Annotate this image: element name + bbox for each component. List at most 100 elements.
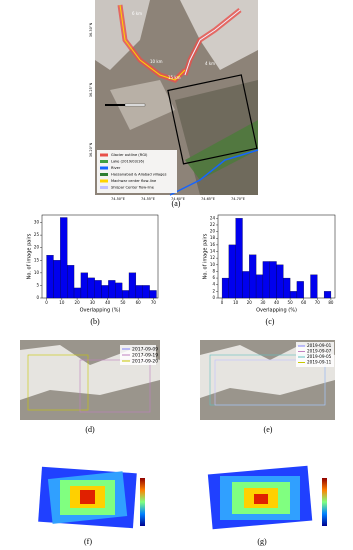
lon-label: 74.60°E bbox=[171, 197, 185, 201]
y-tick-label: 10 bbox=[34, 270, 40, 275]
bar bbox=[115, 282, 123, 299]
x-axis-label: Overlapping (%) bbox=[256, 308, 297, 314]
y-tick-label: 14 bbox=[210, 249, 216, 254]
x-tick-label: 50 bbox=[120, 300, 126, 305]
bar bbox=[149, 290, 157, 299]
bar bbox=[128, 272, 137, 299]
bar bbox=[67, 265, 75, 299]
heatmap-f bbox=[38, 466, 145, 529]
x-tick-label: 0 bbox=[45, 300, 48, 305]
panel-label: (b) bbox=[90, 317, 100, 326]
panel-label: (f) bbox=[84, 537, 92, 546]
legend-swatch bbox=[100, 153, 108, 157]
bar bbox=[142, 285, 150, 299]
legend-label: Hassanabad & Aliabad villages bbox=[111, 173, 167, 177]
y-tick-label: 15 bbox=[34, 257, 40, 262]
y-tick-label: 24 bbox=[210, 215, 216, 220]
legend-label: 2019-09-07 bbox=[307, 349, 332, 354]
bar bbox=[269, 261, 277, 299]
bar bbox=[94, 280, 102, 299]
legend-label: Shispar Center flow-line bbox=[111, 186, 155, 190]
legend-label: Glacier outline (RGI) bbox=[111, 153, 148, 157]
x-tick-label: 10 bbox=[233, 300, 239, 305]
x-tick-label: 60 bbox=[301, 300, 307, 305]
bar bbox=[87, 277, 95, 299]
lon-label: 74.70°E bbox=[231, 197, 245, 201]
image-d bbox=[20, 340, 160, 420]
legend-label: 2019-09-05 bbox=[307, 354, 332, 359]
bar bbox=[249, 254, 257, 299]
x-tick-label: 10 bbox=[59, 300, 65, 305]
x-tick-label: 20 bbox=[75, 300, 81, 305]
y-tick-label: 2 bbox=[212, 288, 215, 293]
legend-label: 2019-09-01 bbox=[307, 343, 332, 348]
x-axis-label: Overlapping (%) bbox=[80, 308, 121, 314]
image-e bbox=[200, 340, 335, 420]
y-tick-label: 22 bbox=[210, 222, 216, 227]
legend-swatch bbox=[100, 179, 108, 183]
bar bbox=[296, 281, 304, 299]
bar bbox=[60, 217, 68, 299]
distance-label: 6 km bbox=[132, 11, 142, 16]
panel-label: (e) bbox=[264, 425, 273, 434]
legend-swatch bbox=[100, 186, 108, 189]
x-tick-label: 40 bbox=[105, 300, 111, 305]
lon-label: 74.55°E bbox=[141, 197, 155, 201]
y-tick-label: 0 bbox=[36, 295, 39, 300]
bar bbox=[283, 277, 291, 299]
x-tick-label: 80 bbox=[328, 300, 334, 305]
y-axis-label: No. of image pairs bbox=[27, 233, 33, 279]
heatmap-g bbox=[207, 465, 327, 530]
bar bbox=[255, 274, 264, 299]
y-tick-label: 30 bbox=[34, 220, 40, 225]
y-tick-label: 5 bbox=[36, 282, 39, 287]
bar bbox=[121, 290, 130, 299]
y-tick-label: 20 bbox=[34, 245, 40, 250]
x-tick-label: 20 bbox=[247, 300, 253, 305]
legend-label: 2017-09-20 bbox=[132, 359, 158, 365]
legend-label: Machwar center flow-line bbox=[111, 179, 157, 183]
y-tick-label: 8 bbox=[212, 268, 215, 273]
bar bbox=[310, 274, 318, 299]
map bbox=[95, 0, 259, 196]
bar bbox=[228, 244, 236, 299]
bar bbox=[53, 260, 61, 299]
panel-label: (g) bbox=[257, 537, 267, 546]
lon-label: 74.65°E bbox=[201, 197, 215, 201]
lat-label: 36.30°N bbox=[89, 22, 93, 37]
lon-label: 74.50°E bbox=[111, 197, 125, 201]
legend-label: River bbox=[111, 166, 121, 170]
y-tick-label: 25 bbox=[34, 232, 40, 237]
bar bbox=[289, 291, 298, 299]
legend-swatch bbox=[100, 166, 108, 170]
bar bbox=[235, 218, 243, 299]
y-tick-label: 6 bbox=[212, 275, 215, 280]
distance-label: 10 km bbox=[150, 59, 163, 64]
x-tick-label: 70 bbox=[315, 300, 321, 305]
panel-label: (c) bbox=[266, 317, 275, 326]
bar bbox=[101, 285, 109, 299]
y-tick-label: 16 bbox=[210, 242, 216, 247]
legend-label: Lake (2019/03/16) bbox=[111, 160, 145, 164]
x-tick-label: 60 bbox=[136, 300, 142, 305]
y-tick-label: 18 bbox=[210, 235, 216, 240]
bar bbox=[108, 280, 116, 299]
legend-label: 2017-09-09 bbox=[132, 347, 158, 353]
bar bbox=[323, 291, 332, 299]
legend-label: 2019-09-11 bbox=[307, 360, 332, 365]
bar bbox=[276, 264, 284, 299]
bar bbox=[242, 271, 250, 299]
distance-label: 4 km bbox=[205, 61, 215, 66]
bar bbox=[135, 285, 143, 299]
x-tick-label: 0 bbox=[221, 300, 224, 305]
x-tick-label: 30 bbox=[260, 300, 266, 305]
lat-label: 36.25°N bbox=[89, 82, 93, 97]
y-tick-label: 4 bbox=[212, 282, 215, 287]
panel-label: (d) bbox=[85, 425, 95, 434]
y-tick-label: 20 bbox=[210, 229, 216, 234]
bar bbox=[73, 287, 82, 299]
panel-label: (a) bbox=[172, 199, 181, 208]
y-tick-label: 0 bbox=[212, 295, 215, 300]
x-tick-label: 50 bbox=[288, 300, 294, 305]
